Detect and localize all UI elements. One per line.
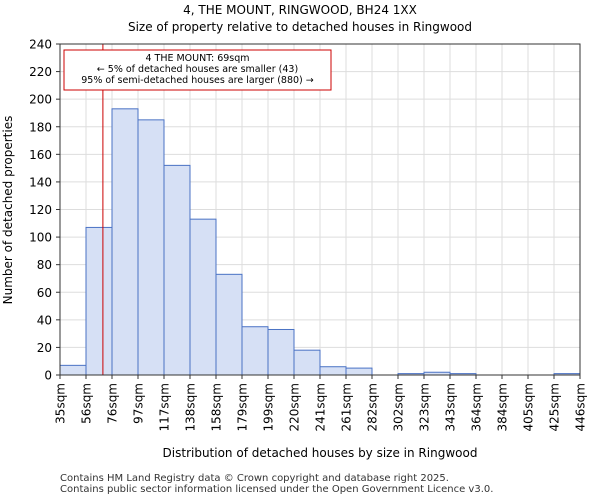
bar-261sqm xyxy=(345,367,373,376)
bar-241sqm xyxy=(319,366,347,376)
annotation-line: 4 THE MOUNT: 69sqm xyxy=(145,53,249,64)
y-tick-label: 0 xyxy=(44,369,52,383)
x-tick-label: 343sqm xyxy=(444,383,458,431)
bar-76sqm xyxy=(111,108,139,376)
y-tick-label: 100 xyxy=(29,231,52,245)
x-tick-label: 179sqm xyxy=(236,383,250,431)
y-tick-label: 220 xyxy=(29,65,52,79)
bar-56sqm xyxy=(85,226,113,376)
y-tick-label: 120 xyxy=(29,203,52,217)
bar-97sqm xyxy=(137,119,165,376)
y-tick-label: 40 xyxy=(37,313,52,327)
x-axis-ticks: 35sqm 56sqm 76sqm 97sqm 117sqm 138sqm 158sqm 17… xyxy=(54,375,588,431)
x-tick-label: 384sqm xyxy=(496,383,510,431)
property-marker: 4 THE MOUNT: 69sqm← 5% of detached house… xyxy=(63,44,332,375)
y-tick-label: 180 xyxy=(29,120,52,134)
x-tick-label: 261sqm xyxy=(340,383,354,431)
chart-title: 4, THE MOUNT, RINGWOOD, BH24 1XX xyxy=(183,3,417,17)
x-tick-label: 117sqm xyxy=(158,383,172,431)
x-tick-label: 158sqm xyxy=(210,383,224,431)
x-tick-label: 199sqm xyxy=(262,383,276,431)
x-tick-label: 35sqm xyxy=(54,383,68,424)
x-tick-label: 76sqm xyxy=(106,383,120,424)
footer-line-2: Contains public sector information licen… xyxy=(60,484,494,495)
y-tick-label: 140 xyxy=(29,175,52,189)
bar-220sqm xyxy=(293,349,321,376)
annotation-line: ← 5% of detached houses are smaller (43) xyxy=(97,64,298,75)
annotation-line: 95% of semi-detached houses are larger (… xyxy=(81,75,314,86)
x-tick-label: 405sqm xyxy=(522,383,536,431)
x-axis-label: Distribution of detached houses by size … xyxy=(163,446,478,460)
chart-subtitle: Size of property relative to detached ho… xyxy=(128,20,472,34)
y-tick-label: 160 xyxy=(29,148,52,162)
y-tick-label: 200 xyxy=(29,93,52,107)
bar-138sqm xyxy=(189,218,217,376)
y-tick-label: 20 xyxy=(37,341,52,355)
x-tick-label: 364sqm xyxy=(470,383,484,431)
y-axis-label: Number of detached properties xyxy=(1,116,15,305)
bar-158sqm xyxy=(215,273,243,376)
x-tick-label: 220sqm xyxy=(288,383,302,431)
y-tick-label: 60 xyxy=(37,286,52,300)
x-tick-label: 446sqm xyxy=(574,383,588,431)
x-tick-label: 282sqm xyxy=(366,383,380,431)
footer-line-1: Contains HM Land Registry data © Crown c… xyxy=(60,473,449,484)
x-tick-label: 425sqm xyxy=(548,383,562,431)
x-tick-label: 302sqm xyxy=(392,383,406,431)
annotation-box xyxy=(63,49,332,91)
x-tick-label: 56sqm xyxy=(80,383,94,424)
x-tick-label: 323sqm xyxy=(418,383,432,431)
y-axis-ticks: 0 20 40 60 80 100 120 140 160 180 200 220 240 xyxy=(29,38,60,383)
x-tick-label: 138sqm xyxy=(184,383,198,431)
y-tick-label: 80 xyxy=(37,258,52,272)
bar-179sqm xyxy=(241,326,269,376)
bar-199sqm xyxy=(267,328,295,376)
x-tick-label: 97sqm xyxy=(132,383,146,424)
bar-117sqm xyxy=(163,164,191,376)
x-tick-label: 241sqm xyxy=(314,383,328,431)
bar-35sqm xyxy=(59,364,87,376)
y-tick-label: 240 xyxy=(29,38,52,52)
bars xyxy=(59,108,581,376)
